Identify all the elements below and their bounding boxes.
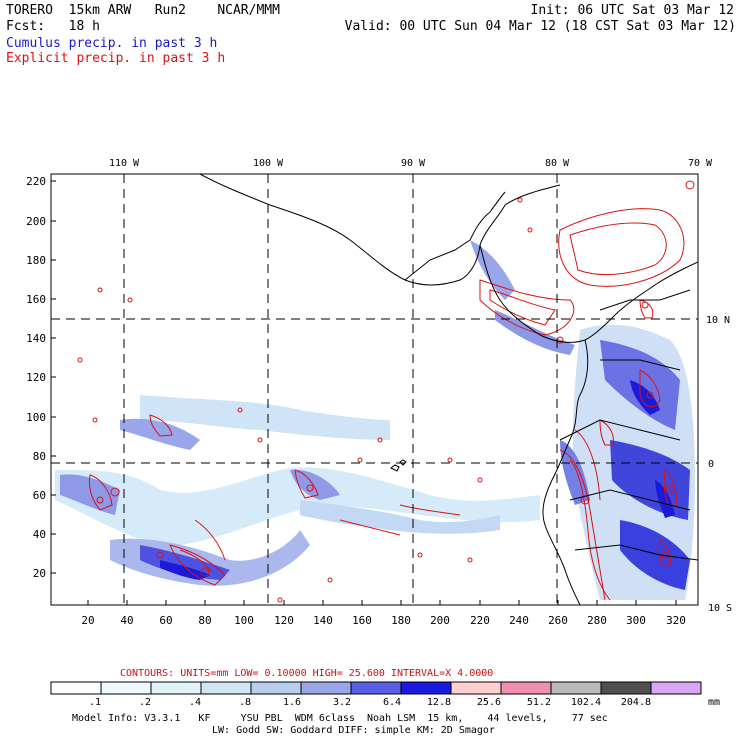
colorbar-swatch	[350, 681, 402, 695]
model-title: TORERO 15km ARW Run2 NCAR/MMM	[6, 3, 280, 18]
colorbar-label: 6.4	[383, 697, 401, 708]
init-time: Init: 06 UTC Sat 03 Mar 12	[530, 3, 735, 18]
field-label-cumulus: Cumulus precip. in past 3 h	[6, 36, 218, 51]
frame-ticks	[51, 180, 677, 605]
lat-label-10s: 10 S	[708, 603, 732, 614]
colorbar-swatch	[300, 681, 352, 695]
x-tick-label: 60	[159, 614, 172, 627]
x-tick-label: 240	[509, 614, 529, 627]
y-tick-label: 80	[33, 450, 46, 463]
x-tick-label: 220	[470, 614, 490, 627]
colorbar-swatch	[150, 681, 202, 695]
colorbar: .1 .2 .4 .8 1.6 3.2 6.4 12.8 25.6 51.2 102.4 204.8 m…	[50, 681, 720, 708]
colorbar-swatch	[400, 681, 452, 695]
y-tick-label: 100	[26, 411, 46, 424]
colorbar-label: .8	[239, 697, 251, 708]
x-tick-label: 300	[626, 614, 646, 627]
colorbar-swatch	[550, 681, 602, 695]
x-tick-label: 320	[666, 614, 686, 627]
model-info-line1: Model Info: V3.3.1 KF YSU PBL WDM 6class…	[72, 713, 608, 724]
x-tick-label: 260	[548, 614, 568, 627]
colorbar-label: 51.2	[527, 697, 551, 708]
x-tick-label: 180	[391, 614, 411, 627]
colorbar-label: 204.8	[621, 697, 651, 708]
lat-label-10n: 10 N	[706, 315, 730, 326]
lon-label-110w: 110 W	[109, 158, 140, 169]
x-tick-label: 140	[313, 614, 333, 627]
lon-label-80w: 80 W	[545, 158, 570, 169]
x-tick-label: 160	[352, 614, 372, 627]
lat-label-equator: 0	[708, 459, 714, 470]
x-tick-label: 280	[587, 614, 607, 627]
explicit-precip-contours	[77, 180, 695, 603]
colorbar-swatch	[200, 681, 252, 695]
map-frame	[50, 173, 699, 606]
valid-time: Valid: 00 UTC Sun 04 Mar 12 (18 CST Sat …	[344, 19, 736, 34]
y-tick-label: 140	[26, 332, 46, 345]
colorbar-label: .2	[139, 697, 151, 708]
x-tick-label: 100	[234, 614, 254, 627]
colorbar-unit: mm	[708, 697, 720, 708]
colorbar-swatch	[600, 681, 652, 695]
lon-label-70w: 70 W	[688, 158, 713, 169]
colorbar-swatch	[500, 681, 552, 695]
colorbar-label: 12.8	[427, 697, 451, 708]
colorbar-label: 25.6	[477, 697, 501, 708]
lon-label-90w: 90 W	[401, 158, 426, 169]
field-label-explicit: Explicit precip. in past 3 h	[6, 51, 226, 66]
y-tick-label: 40	[33, 528, 46, 541]
colorbar-label: 102.4	[571, 697, 601, 708]
x-tick-label: 20	[81, 614, 94, 627]
colorbar-swatch	[50, 681, 102, 695]
y-tick-label: 20	[33, 567, 46, 580]
colorbar-swatch	[450, 681, 502, 695]
colorbar-label: 1.6	[283, 697, 301, 708]
x-tick-label: 200	[430, 614, 450, 627]
y-tick-label: 120	[26, 371, 46, 384]
x-tick-label: 40	[120, 614, 133, 627]
y-tick-label: 200	[26, 215, 46, 228]
y-tick-label: 180	[26, 254, 46, 267]
colorbar-swatch	[250, 681, 302, 695]
y-tick-label: 60	[33, 489, 46, 502]
colorbar-label: .4	[189, 697, 201, 708]
model-info-line2: LW: Godd SW: Goddard DIFF: simple KM: 2D…	[212, 725, 495, 736]
x-tick-label: 80	[198, 614, 211, 627]
colorbar-label: 3.2	[333, 697, 351, 708]
precip-shading	[55, 240, 695, 600]
x-tick-label: 120	[274, 614, 294, 627]
colorbar-swatch	[650, 681, 702, 695]
contours-info: CONTOURS: UNITS=mm LOW= 0.10000 HIGH= 25…	[120, 668, 494, 679]
lon-label-100w: 100 W	[253, 158, 284, 169]
y-tick-label: 160	[26, 293, 46, 306]
colorbar-label: .1	[89, 697, 101, 708]
colorbar-swatch	[100, 681, 152, 695]
forecast-hour: Fcst: 18 h	[6, 19, 100, 34]
lat-lon-grid	[51, 174, 698, 605]
coastlines	[199, 174, 698, 605]
y-tick-label: 220	[26, 175, 46, 188]
